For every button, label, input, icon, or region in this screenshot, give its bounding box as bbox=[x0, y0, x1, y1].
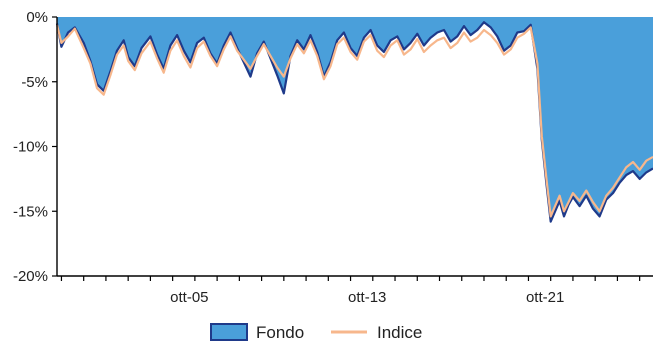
x-tick-label: ott-13 bbox=[348, 289, 386, 306]
y-tick-label: -20% bbox=[13, 268, 48, 285]
y-tick-label: -10% bbox=[13, 139, 48, 156]
plot-area bbox=[55, 17, 653, 223]
series-edge-fondo bbox=[55, 21, 653, 223]
x-tick-label: ott-21 bbox=[526, 289, 564, 306]
y-tick-label: -5% bbox=[21, 74, 48, 91]
y-tick-label: 0% bbox=[26, 9, 48, 26]
legend-label-fondo: Fondo bbox=[256, 323, 304, 342]
legend-item-fondo: Fondo bbox=[210, 323, 304, 342]
legend-label-indice: Indice bbox=[377, 323, 422, 342]
series-line-indice bbox=[55, 24, 653, 218]
legend: Fondo Indice bbox=[210, 323, 422, 342]
y-tick-label: -15% bbox=[13, 203, 48, 220]
axes: 0% -5% -10% -15% -20% ott-05 ott-13 ott-21 bbox=[13, 9, 653, 306]
legend-swatch-fondo bbox=[210, 323, 248, 341]
legend-item-indice: Indice bbox=[331, 323, 422, 342]
x-tick-label: ott-05 bbox=[170, 289, 208, 306]
